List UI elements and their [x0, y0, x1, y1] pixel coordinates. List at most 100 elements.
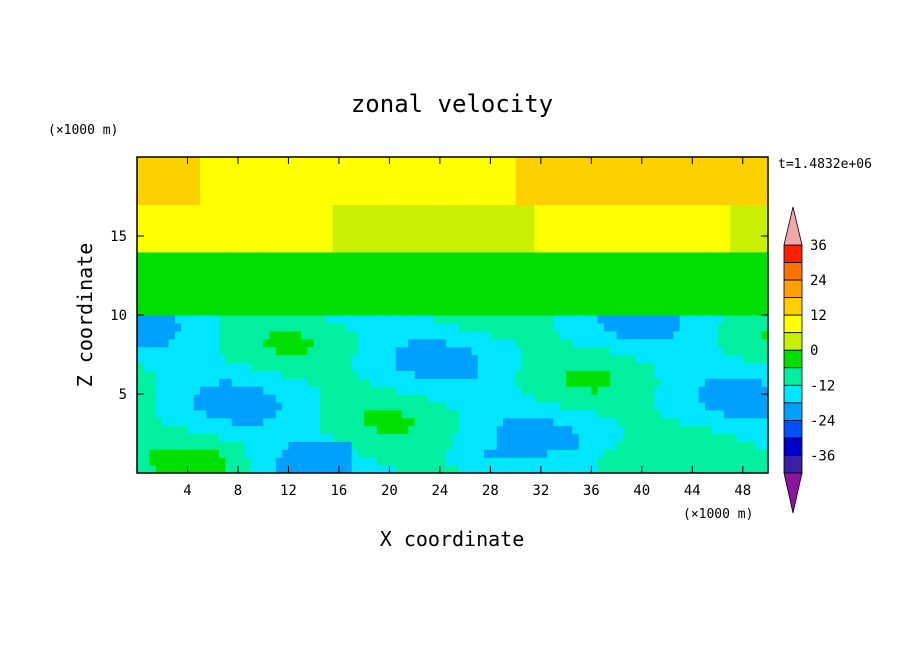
heatmap-cell	[370, 370, 378, 379]
heatmap-cell	[540, 275, 548, 284]
heatmap-cell	[244, 441, 252, 450]
heatmap-cell	[446, 157, 454, 166]
heatmap-cell	[357, 417, 365, 427]
heatmap-cell	[345, 315, 353, 324]
heatmap-cell	[730, 330, 738, 340]
heatmap-cell	[376, 417, 384, 427]
heatmap-cell	[433, 441, 441, 450]
heatmap-cell	[288, 338, 296, 348]
heatmap-cell	[200, 417, 208, 427]
heatmap-cell	[269, 275, 277, 284]
heatmap-cell	[212, 164, 220, 174]
heatmap-cell	[515, 243, 523, 253]
heatmap-cell	[225, 330, 233, 340]
heatmap-cell	[402, 457, 409, 466]
heatmap-cell	[717, 204, 725, 213]
heatmap-cell	[515, 188, 523, 198]
heatmap-cell	[723, 409, 731, 419]
heatmap-cell	[357, 307, 365, 316]
heatmap-cell	[648, 378, 656, 387]
heatmap-cell	[155, 409, 163, 419]
heatmap-cell	[736, 212, 744, 221]
heatmap-cell	[547, 378, 555, 387]
heatmap-cell	[742, 172, 750, 182]
heatmap-cell	[155, 172, 163, 182]
heatmap-cell	[547, 370, 555, 379]
heatmap-cell	[635, 433, 643, 442]
heatmap-cell	[534, 386, 542, 395]
heatmap-cell	[509, 425, 517, 435]
heatmap-cell	[383, 275, 390, 284]
heatmap-cell	[673, 196, 681, 205]
heatmap-cell	[345, 299, 353, 308]
heatmap-cell	[187, 322, 195, 332]
heatmap-cell	[275, 315, 283, 324]
heatmap-cell	[679, 188, 687, 198]
heatmap-cell	[332, 228, 340, 237]
heatmap-cell	[263, 425, 271, 435]
heatmap-cell	[667, 433, 674, 442]
heatmap-cell	[603, 425, 611, 435]
heatmap-cell	[698, 425, 706, 435]
heatmap-cell	[181, 457, 189, 466]
heatmap-cell	[711, 441, 719, 450]
heatmap-cell	[648, 196, 656, 205]
heatmap-cell	[660, 394, 668, 403]
heatmap-cell	[591, 164, 599, 174]
heatmap-cell	[168, 346, 176, 356]
heatmap-cell	[692, 362, 700, 371]
heatmap-cell	[622, 417, 630, 427]
heatmap-cell	[566, 449, 573, 458]
heatmap-cell	[553, 315, 561, 324]
heatmap-cell	[225, 259, 233, 269]
heatmap-cell	[149, 394, 157, 403]
heatmap-cell	[698, 283, 706, 292]
heatmap-cell	[263, 243, 271, 253]
heatmap-cell	[345, 236, 353, 245]
heatmap-cell	[585, 212, 592, 221]
heatmap-cell	[490, 433, 498, 442]
heatmap-cell	[137, 370, 144, 379]
heatmap-cell	[395, 164, 403, 174]
heatmap-cell	[515, 267, 523, 277]
heatmap-cell	[168, 417, 176, 427]
heatmap-cell	[515, 228, 523, 237]
heatmap-cell	[572, 394, 580, 403]
heatmap-cell	[502, 251, 510, 261]
heatmap-cell	[673, 386, 681, 395]
heatmap-cell	[496, 204, 504, 213]
heatmap-cell	[698, 299, 706, 308]
heatmap-cell	[402, 401, 409, 411]
heatmap-cell	[528, 275, 536, 284]
heatmap-cell	[162, 275, 170, 284]
heatmap-cell	[730, 267, 738, 277]
heatmap-cell	[465, 275, 473, 284]
heatmap-cell	[446, 394, 454, 403]
heatmap-cell	[294, 409, 302, 419]
heatmap-cell	[597, 188, 605, 198]
heatmap-cell	[408, 370, 416, 379]
heatmap-cell	[351, 307, 359, 316]
heatmap-cell	[433, 315, 441, 324]
y-axis-label: Z coordinate	[73, 243, 97, 388]
heatmap-cell	[540, 220, 548, 229]
heatmap-cell	[383, 204, 390, 213]
heatmap-cell	[490, 283, 498, 292]
heatmap-cell	[597, 354, 605, 363]
heatmap-cell	[603, 354, 611, 363]
heatmap-cell	[490, 330, 498, 340]
heatmap-cell	[225, 251, 233, 261]
heatmap-cell	[635, 330, 643, 340]
heatmap-cell	[193, 409, 201, 419]
heatmap-cell	[155, 362, 163, 371]
heatmap-cell	[559, 180, 567, 190]
heatmap-cell	[521, 370, 529, 379]
heatmap-cell	[540, 204, 548, 213]
heatmap-cell	[137, 307, 144, 316]
heatmap-cell	[250, 188, 258, 198]
heatmap-cell	[256, 188, 264, 198]
heatmap-cell	[578, 370, 586, 379]
heatmap-cell	[458, 346, 466, 356]
heatmap-cell	[181, 157, 189, 166]
heatmap-cell	[187, 220, 195, 229]
